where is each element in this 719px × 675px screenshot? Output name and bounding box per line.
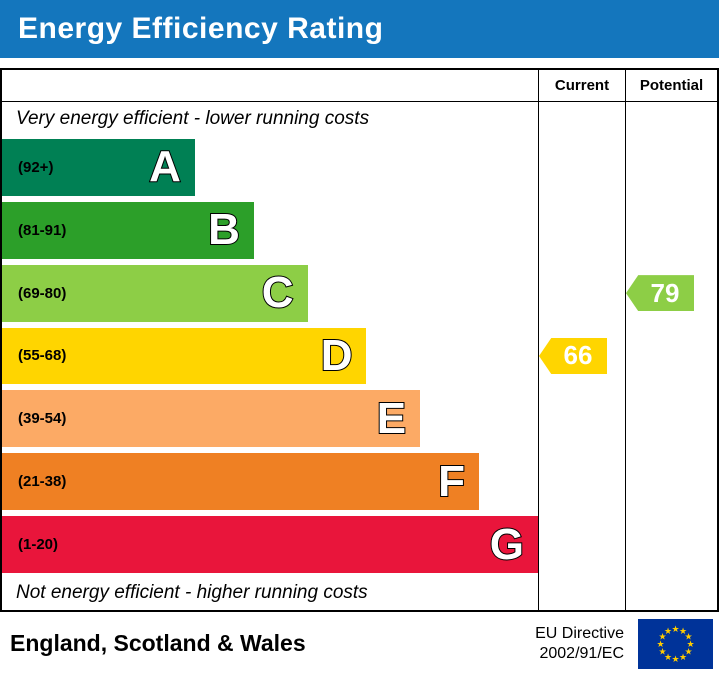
band-letter-b: B [207, 205, 241, 255]
band-range-e: (39-54) [18, 410, 67, 428]
current-cell-2 [538, 261, 625, 325]
band-row-f: (21-38) F [2, 450, 538, 513]
svg-text:★: ★ [658, 647, 666, 657]
band-row-g: (1-20) G [2, 513, 538, 576]
band-range-a: (92+) [18, 158, 54, 176]
band-bar-b: (81-91) B [2, 201, 254, 259]
current-column-header: Current [538, 70, 625, 102]
svg-text:★: ★ [671, 655, 679, 665]
page-title: Energy Efficiency Rating [18, 12, 384, 45]
band-range-g: (1-20) [18, 536, 59, 554]
top-note: Very energy efficient - lower running co… [16, 108, 370, 129]
svg-text:★: ★ [686, 640, 694, 650]
svg-text:★: ★ [684, 632, 692, 642]
current-rating-marker: 66 [539, 337, 607, 374]
energy-rating-chart: Current Potential Very energy efficient … [0, 68, 719, 612]
potential-cell-4 [625, 387, 717, 451]
title-bar: Energy Efficiency Rating [0, 0, 719, 58]
band-bar-a: (92+) A [2, 139, 195, 196]
eu-flag-icon: ★ ★ ★ ★ ★ ★ ★ ★ ★ ★ ★ ★ [638, 618, 713, 669]
potential-cell-6 [625, 513, 717, 576]
current-note-spacer [538, 102, 625, 136]
potential-cell-0 [625, 136, 717, 199]
current-cell-5 [538, 450, 625, 514]
current-cell-1 [538, 198, 625, 262]
band-range-f: (21-38) [18, 473, 67, 491]
eu-directive-line1: EU Directive [535, 624, 624, 642]
header-spacer [2, 70, 538, 102]
svg-text:★: ★ [679, 653, 687, 663]
current-cell-0 [538, 136, 625, 199]
svg-text:★: ★ [684, 647, 692, 657]
current-bottom-spacer [538, 576, 625, 610]
band-bar-d: (55-68) D [2, 327, 367, 385]
svg-text:★: ★ [664, 627, 672, 637]
band-row-d: (55-68) D [2, 325, 538, 388]
potential-cell-1 [625, 198, 717, 262]
current-cell-6 [538, 513, 625, 576]
svg-text:★: ★ [671, 625, 679, 635]
svg-text:★: ★ [656, 640, 664, 650]
band-letter-c: C [261, 268, 295, 318]
band-bar-f: (21-38) F [2, 453, 480, 511]
potential-cell-2: 79 [625, 261, 717, 325]
potential-note-spacer [625, 102, 717, 136]
band-range-b: (81-91) [18, 221, 67, 239]
band-letter-a: A [148, 142, 182, 192]
svg-text:★: ★ [658, 632, 666, 642]
eu-directive-text: EU Directive 2002/91/EC [535, 624, 624, 664]
band-row-e: (39-54) E [2, 387, 538, 450]
svg-text:★: ★ [664, 653, 672, 663]
potential-rating-marker: 79 [626, 275, 694, 312]
potential-cell-5 [625, 450, 717, 514]
current-cell-3: 66 [538, 324, 625, 388]
potential-bottom-spacer [625, 576, 717, 610]
band-letter-d: D [320, 330, 354, 380]
eu-directive-line2: 2002/91/EC [539, 644, 624, 662]
footer: England, Scotland & Wales EU Directive 2… [0, 612, 719, 675]
potential-column-header: Potential [625, 70, 717, 102]
band-letter-f: F [437, 456, 466, 506]
svg-text:★: ★ [679, 627, 687, 637]
band-letter-g: G [489, 519, 525, 569]
footer-region: England, Scotland & Wales [10, 630, 306, 656]
band-range-d: (55-68) [18, 347, 67, 365]
potential-cell-3 [625, 324, 717, 388]
band-row-a: (92+) A [2, 136, 538, 199]
band-row-b: (81-91) B [2, 199, 538, 262]
current-cell-4 [538, 387, 625, 451]
bottom-note: Not energy efficient - higher running co… [16, 582, 368, 603]
band-bar-e: (39-54) E [2, 390, 421, 448]
band-row-c: (69-80) C [2, 262, 538, 325]
band-bar-g: (1-20) G [2, 516, 538, 573]
band-bar-c: (69-80) C [2, 264, 308, 322]
band-range-c: (69-80) [18, 284, 67, 302]
band-letter-e: E [376, 393, 407, 443]
